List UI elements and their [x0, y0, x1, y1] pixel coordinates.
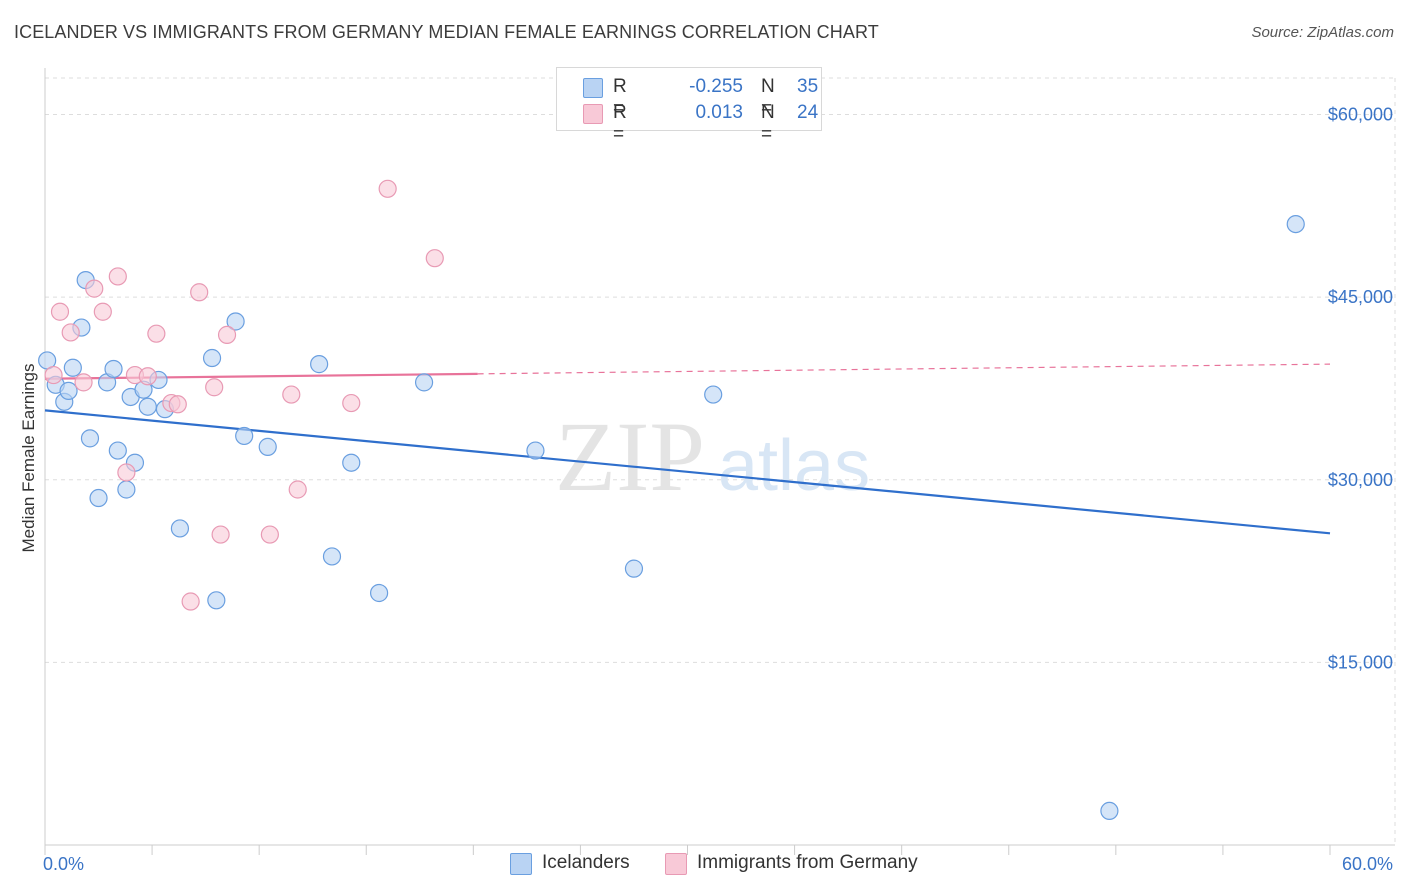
germany-point	[138, 367, 157, 386]
germany-point	[181, 592, 200, 611]
axes	[44, 68, 1395, 855]
icelander-point	[370, 583, 389, 603]
germany-trend-line	[44, 372, 478, 380]
germany-trend-extension	[477, 363, 1331, 375]
icelander-point	[63, 358, 82, 377]
watermark-atlas: atlas	[718, 426, 870, 506]
r-value: 0.013	[695, 102, 743, 123]
icelander-point	[138, 397, 157, 416]
data-points	[38, 179, 1305, 821]
germany-point	[108, 267, 127, 286]
germany-point	[61, 323, 80, 342]
icelander-point	[322, 547, 342, 566]
r-label: R =	[613, 76, 627, 119]
watermark-zip: ZIP	[555, 401, 705, 512]
icelander-point	[59, 381, 78, 400]
icelanders-swatch	[583, 78, 603, 98]
r-label: R =	[613, 102, 627, 145]
icelander-point	[342, 453, 361, 472]
y-tick-label: $30,000	[1328, 470, 1393, 490]
germany-point	[147, 324, 166, 343]
icelander-point	[207, 591, 226, 610]
n-value: 35	[797, 76, 819, 97]
germany-point	[217, 325, 237, 344]
icelander-point	[414, 373, 434, 392]
source-label: Source: ZipAtlas.com	[1251, 24, 1394, 41]
legend-label-germany: Immigrants from Germany	[697, 852, 918, 873]
germany-point	[117, 463, 136, 482]
n-label: N =	[761, 76, 775, 119]
icelander-point	[258, 437, 277, 456]
chart-title: ICELANDER VS IMMIGRANTS FROM GERMANY MED…	[14, 22, 879, 42]
icelander-point	[310, 355, 329, 374]
germany-point	[168, 395, 187, 414]
germany-point	[288, 480, 307, 499]
trend-lines	[44, 363, 1331, 535]
y-tick-label: $15,000	[1328, 652, 1393, 672]
icelander-point	[80, 429, 100, 448]
germany-point	[85, 279, 104, 298]
germany-point	[44, 365, 63, 385]
germany-point	[93, 302, 112, 321]
icelander-point	[108, 441, 127, 460]
germany-point	[74, 373, 93, 392]
germany-point	[425, 249, 444, 268]
germany-legend-swatch	[665, 853, 687, 875]
icelanders-legend-swatch	[510, 853, 532, 875]
germany-point	[50, 302, 70, 321]
icelander-point	[117, 480, 136, 499]
icelander-point	[202, 348, 222, 368]
tick-labels: $15,000 $30,000 $45,000 $60,000 0.0% 60.0%	[43, 105, 1393, 874]
germany-point	[205, 378, 224, 397]
germany-swatch	[583, 104, 603, 124]
icelander-point	[1286, 214, 1305, 234]
germany-point	[211, 525, 230, 544]
germany-point	[190, 283, 209, 302]
icelander-point	[526, 441, 545, 460]
germany-point	[378, 179, 397, 198]
germany-point	[342, 393, 361, 413]
icelander-point	[235, 426, 254, 446]
y-tick-label: $60,000	[1328, 105, 1393, 125]
germany-point	[282, 385, 301, 404]
r-value: -0.255	[689, 76, 743, 97]
n-value: 24	[797, 102, 819, 123]
n-label: N =	[761, 102, 775, 145]
icelander-point	[226, 312, 245, 331]
legend-label-icelanders: Icelanders	[542, 852, 630, 873]
germany-point	[260, 525, 279, 544]
icelander-point	[104, 359, 123, 379]
stats-legend: R = -0.255 N = 35 R = 0.013 N = 24	[556, 67, 822, 145]
icelanders-trend-line	[44, 409, 1331, 535]
x-tick-label-max: 60.0%	[1342, 854, 1393, 874]
icelander-point	[170, 519, 190, 538]
x-tick-label-min: 0.0%	[43, 854, 84, 874]
icelander-point	[1100, 801, 1119, 821]
y-axis-label: Median Female Earnings	[19, 364, 38, 553]
y-tick-label: $45,000	[1328, 287, 1393, 307]
icelander-point	[89, 488, 108, 508]
icelander-point	[624, 559, 644, 578]
icelander-point	[704, 385, 723, 404]
